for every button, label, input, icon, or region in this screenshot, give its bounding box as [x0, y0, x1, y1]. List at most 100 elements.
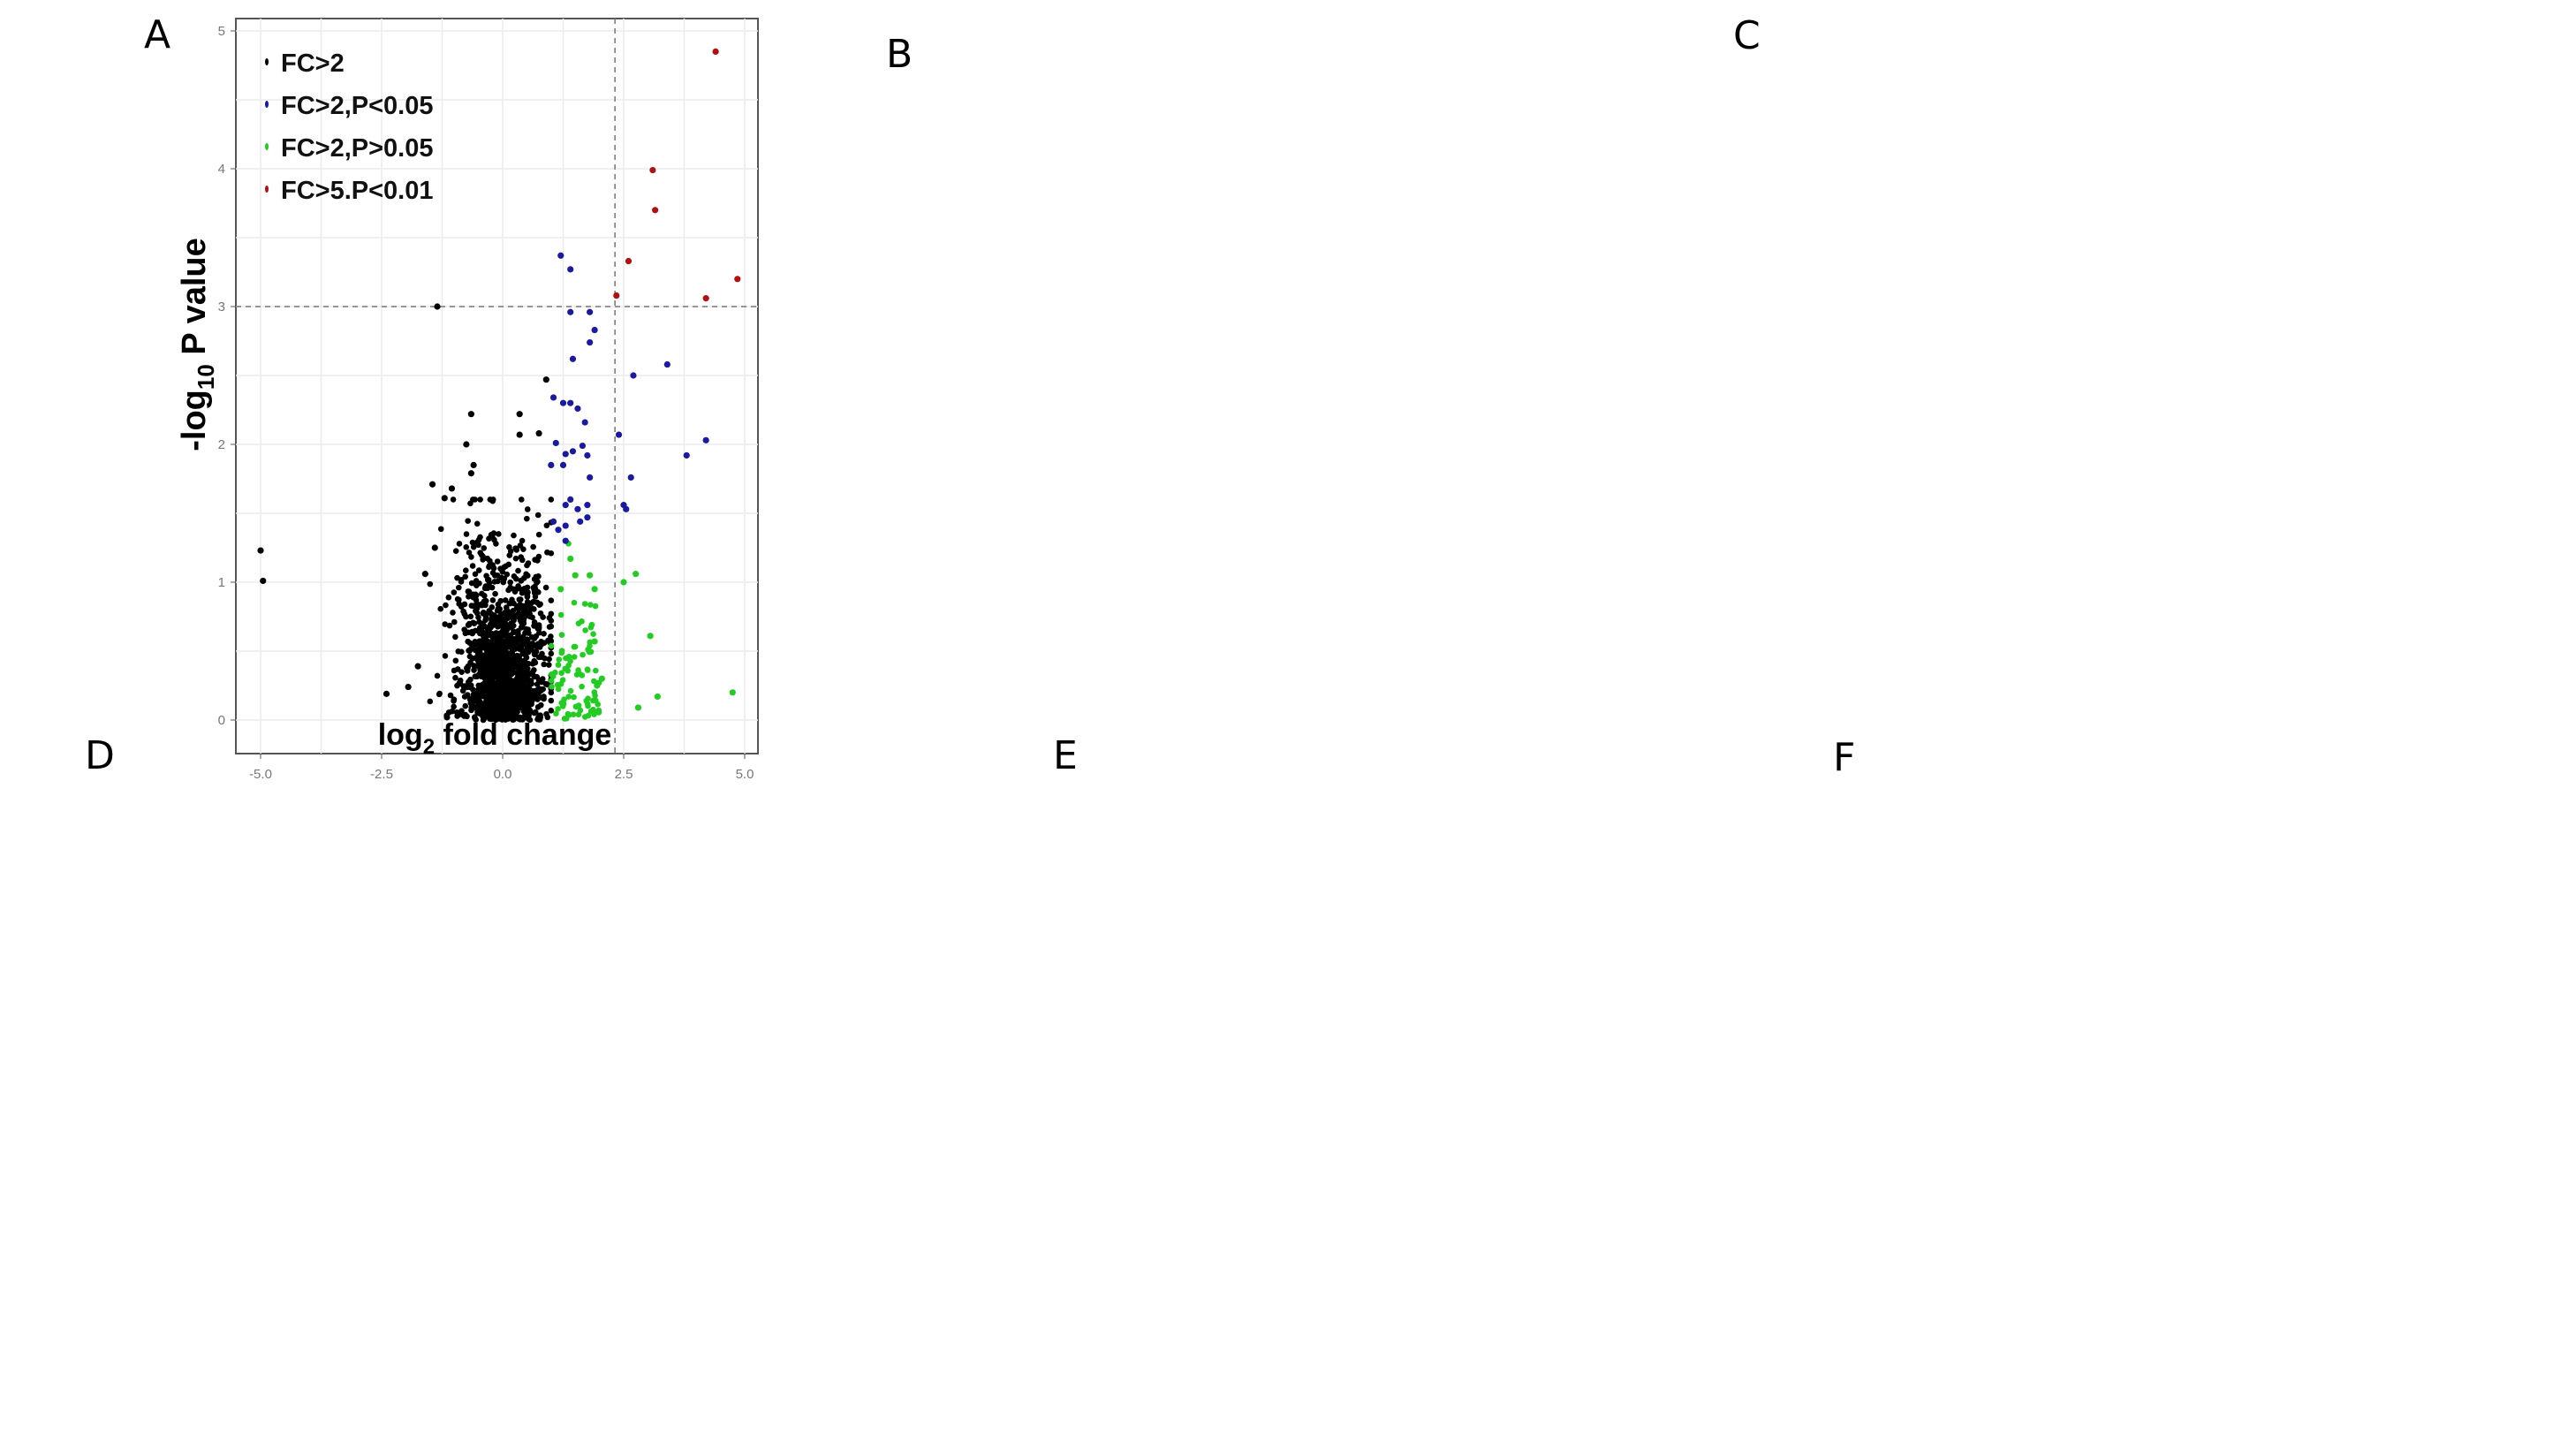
volcano-point — [472, 714, 478, 721]
y-tick-label: 0 — [218, 713, 225, 728]
volcano-point — [524, 701, 531, 707]
volcano-point — [489, 497, 496, 504]
volcano-point — [555, 527, 562, 534]
volcano-point — [502, 715, 509, 721]
volcano-point — [483, 665, 490, 672]
volcano-point — [532, 594, 539, 600]
volcano-point — [452, 674, 458, 681]
volcano-point — [524, 599, 531, 605]
volcano-point — [558, 649, 565, 656]
volcano-point — [446, 622, 453, 629]
volcano-point — [729, 689, 736, 696]
volcano-point — [625, 257, 633, 265]
y-tick-label: 1 — [218, 575, 225, 590]
volcano-point — [488, 616, 495, 623]
volcano-point — [481, 631, 488, 638]
volcano-point — [507, 633, 514, 640]
volcano-point — [482, 602, 489, 609]
volcano-point — [529, 689, 536, 696]
volcano-point — [522, 608, 528, 614]
volcano-point — [493, 630, 500, 636]
volcano-point — [434, 672, 441, 679]
volcano-point — [524, 584, 531, 591]
volcano-point — [534, 580, 540, 586]
volcano-point — [427, 580, 434, 588]
volcano-point — [587, 572, 594, 579]
volcano-point — [492, 572, 498, 579]
volcano-point — [503, 688, 510, 695]
volcano-point — [555, 686, 562, 693]
volcano-point — [515, 633, 521, 640]
volcano-point — [481, 545, 488, 551]
volcano-point — [451, 703, 457, 710]
volcano-point — [590, 631, 596, 637]
volcano-point — [517, 716, 524, 723]
volcano-point — [584, 514, 591, 521]
volcano-point — [467, 411, 474, 418]
y-tick-label: 4 — [218, 162, 225, 177]
volcano-point — [520, 658, 527, 665]
volcano-point — [595, 707, 602, 714]
volcano-point — [467, 700, 474, 707]
volcano-point — [548, 678, 555, 684]
volcano-point — [598, 675, 605, 682]
volcano-point — [534, 512, 542, 519]
volcano-point — [493, 671, 500, 679]
volcano-point — [548, 650, 555, 657]
pca-y-axis-label: PC 2 - 17.1% — [0, 0, 65, 5]
volcano-point — [383, 690, 390, 697]
volcano-point — [486, 564, 492, 571]
volcano-point — [544, 714, 551, 721]
volcano-point — [461, 610, 468, 618]
volcano-point — [535, 622, 542, 628]
volcano-point — [481, 593, 488, 599]
volcano-point — [468, 580, 475, 587]
volcano-point — [495, 623, 501, 630]
volcano-point — [580, 651, 586, 658]
volcano-point — [504, 626, 511, 633]
volcano-point — [462, 567, 469, 574]
volcano-point — [542, 655, 548, 662]
volcano-point — [518, 677, 525, 684]
volcano-point — [579, 672, 586, 679]
volcano-point — [552, 439, 559, 447]
volcano-point — [535, 553, 542, 560]
volcano-point — [548, 633, 554, 640]
volcano-point — [516, 411, 523, 418]
volcano-point — [488, 693, 495, 699]
volcano-x-axis-label: log2 fold change — [378, 718, 612, 759]
volcano-point — [557, 680, 564, 687]
volcano-point — [520, 546, 527, 552]
volcano-point — [489, 631, 495, 637]
volcano-point — [503, 683, 510, 690]
volcano-point — [405, 683, 412, 691]
volcano-point — [451, 667, 458, 674]
volcano-point — [548, 642, 555, 649]
volcano-point — [534, 691, 541, 698]
volcano-point — [595, 701, 601, 708]
volcano-point — [486, 641, 493, 647]
volcano-point — [734, 276, 741, 283]
volcano-point — [458, 648, 465, 656]
volcano-point — [577, 518, 584, 525]
volcano-point — [450, 610, 456, 616]
volcano-point — [558, 632, 565, 638]
volcano-point — [482, 671, 489, 677]
volcano-point — [496, 635, 504, 642]
volcano-point — [541, 640, 548, 646]
volcano-point — [514, 701, 520, 707]
volcano-point — [545, 662, 552, 668]
volcano-point — [456, 601, 463, 607]
volcano-point — [451, 589, 458, 595]
volcano-point — [490, 641, 497, 647]
volcano-point — [495, 659, 501, 665]
volcano-point — [452, 633, 458, 641]
volcano-point — [496, 694, 503, 701]
volcano-point — [493, 690, 499, 697]
volcano-point — [441, 495, 448, 502]
volcano-point — [647, 633, 654, 640]
volcano-point — [498, 678, 504, 685]
volcano-point — [499, 631, 506, 637]
panel-label-e: E — [1053, 733, 1078, 778]
volcano-point — [481, 655, 489, 662]
